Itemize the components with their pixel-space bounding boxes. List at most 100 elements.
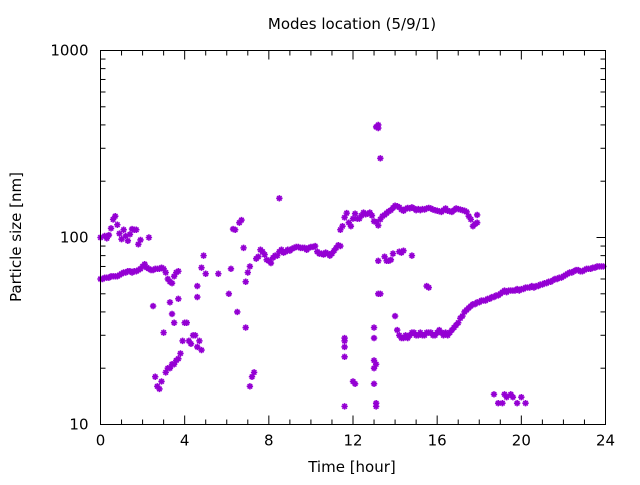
data-point <box>408 252 416 259</box>
data-point <box>438 329 445 336</box>
data-point <box>116 230 123 237</box>
y-tick-label: 10 <box>69 416 88 434</box>
data-point <box>162 269 169 276</box>
x-tick-label: 16 <box>428 432 447 450</box>
data-point <box>170 319 178 326</box>
data-point <box>191 332 199 339</box>
data-point <box>124 237 132 245</box>
data-point <box>107 225 115 232</box>
data-point <box>337 226 344 233</box>
data-point <box>175 355 182 362</box>
data-point <box>215 270 222 277</box>
data-point <box>522 399 529 407</box>
data-point <box>509 393 517 401</box>
data-point <box>370 357 378 364</box>
data-point <box>421 332 428 339</box>
data-point <box>137 236 144 244</box>
data-point <box>356 215 363 222</box>
data-point <box>152 373 159 380</box>
data-point <box>402 332 409 339</box>
data-point <box>278 246 285 253</box>
data-point <box>255 253 262 260</box>
data-point <box>440 332 447 339</box>
data-point <box>238 216 245 224</box>
data-point <box>400 247 407 254</box>
x-tick-label: 20 <box>512 432 531 450</box>
data-point <box>309 243 317 251</box>
data-point <box>372 403 380 410</box>
x-axis-title: Time [hour] <box>307 458 396 476</box>
data-point <box>187 340 195 348</box>
data-point <box>175 295 182 303</box>
data-point <box>343 209 350 217</box>
data-point <box>246 383 254 390</box>
data-point <box>166 299 174 306</box>
data-point <box>156 385 163 393</box>
data-point <box>507 391 515 398</box>
data-point <box>330 247 338 254</box>
data-point <box>250 369 258 376</box>
data-point <box>377 216 384 223</box>
data-point <box>341 334 348 342</box>
data-point <box>366 209 374 216</box>
y-tick-label: 100 <box>60 229 89 247</box>
data-point <box>240 244 247 252</box>
data-point <box>141 260 148 268</box>
data-point <box>194 343 201 351</box>
data-point <box>109 216 117 223</box>
data-point <box>347 222 355 230</box>
y-tick-label: 1000 <box>50 42 88 60</box>
data-point <box>473 219 481 226</box>
data-point <box>112 212 119 220</box>
data-point <box>425 284 432 291</box>
data-point <box>467 216 475 223</box>
data-point <box>328 250 336 257</box>
data-point <box>417 329 424 336</box>
data-point <box>349 215 357 222</box>
data-point <box>463 208 470 216</box>
data-point <box>391 312 399 320</box>
data-point <box>375 124 382 132</box>
data-point <box>345 219 352 226</box>
data-point <box>168 279 176 287</box>
data-point <box>387 256 395 263</box>
data-point <box>126 231 134 238</box>
plot-frame <box>100 50 606 425</box>
data-point <box>183 319 190 326</box>
x-tick-label: 4 <box>180 432 190 450</box>
data-point <box>332 244 340 252</box>
data-point <box>105 231 113 239</box>
axis-ticks: 0 4 8 12 16 20 24 10 100 1000 <box>50 42 615 450</box>
data-point <box>122 232 129 240</box>
data-point <box>248 373 256 380</box>
data-point <box>396 332 403 339</box>
data-point <box>341 214 348 221</box>
data-point <box>341 403 348 410</box>
data-point <box>244 269 251 276</box>
data-point <box>133 226 140 233</box>
data-point <box>473 211 481 219</box>
data-point <box>166 365 174 372</box>
data-point <box>177 350 184 357</box>
data-point <box>370 324 378 331</box>
x-tick-label: 0 <box>96 432 106 450</box>
data-point <box>499 399 506 407</box>
data-point <box>335 241 342 249</box>
data-point <box>284 246 291 253</box>
data-point <box>276 195 283 202</box>
data-points <box>97 121 607 410</box>
data-point <box>404 334 411 342</box>
data-point <box>160 265 167 273</box>
data-point <box>372 361 380 368</box>
data-point <box>518 393 525 401</box>
data-point <box>118 235 125 243</box>
data-point <box>164 275 172 283</box>
data-point <box>202 270 209 277</box>
data-point <box>145 234 153 241</box>
data-point <box>198 264 205 271</box>
data-point <box>341 343 348 351</box>
data-point <box>234 308 241 316</box>
data-point <box>446 329 453 336</box>
data-point <box>225 290 233 297</box>
data-point <box>196 337 203 345</box>
